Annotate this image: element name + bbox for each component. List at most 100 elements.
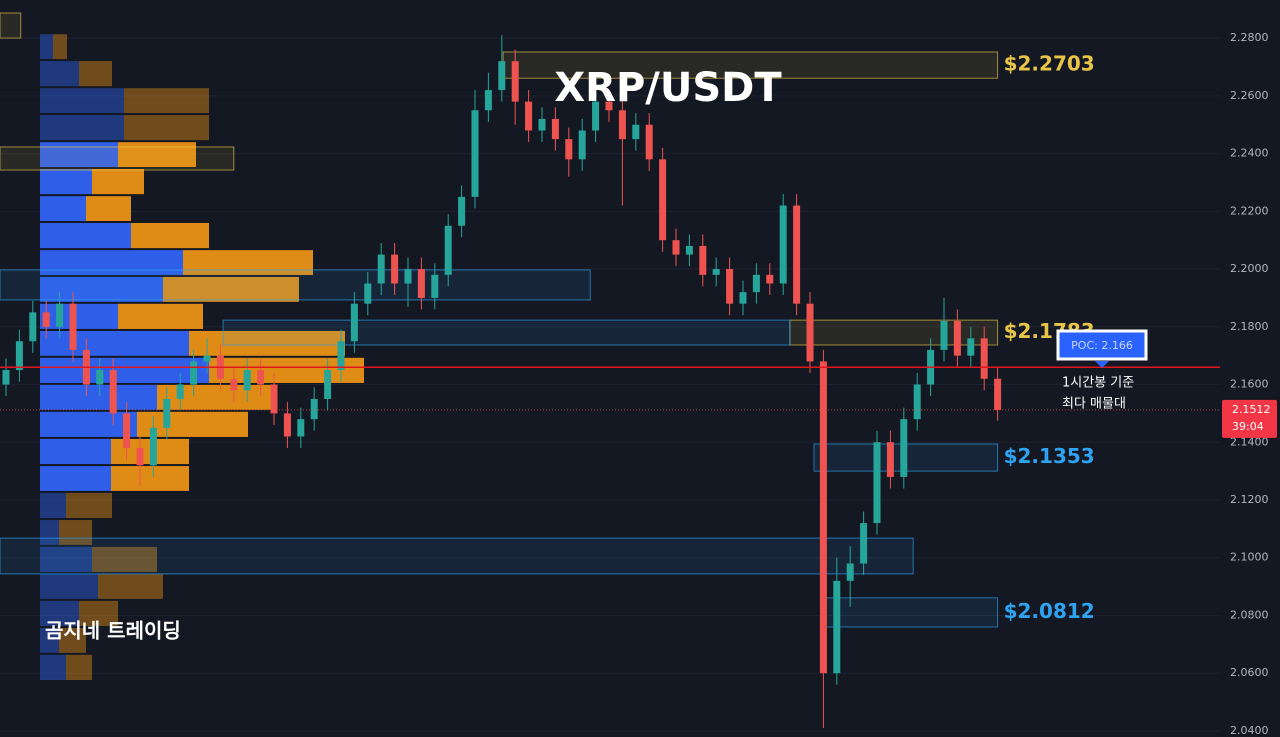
- candle-body: [444, 225, 452, 275]
- candle-body: [230, 378, 238, 391]
- profile-buy: [40, 546, 92, 573]
- profile-sell: [183, 250, 313, 275]
- y-tick-label: 2.0600: [1230, 666, 1269, 679]
- candle-body: [873, 442, 881, 524]
- candle-body: [659, 159, 667, 241]
- profile-sell: [86, 196, 131, 221]
- chart-title: XRP/USDT: [554, 65, 782, 111]
- profile-sell: [111, 466, 189, 491]
- profile-sell: [118, 303, 203, 329]
- profile-sell: [98, 574, 163, 599]
- candle-body: [632, 124, 640, 140]
- profile-buy: [40, 61, 79, 87]
- candle-body: [752, 274, 760, 293]
- poc-note: 최다 매물대: [1062, 397, 1126, 412]
- candle-body: [176, 384, 184, 399]
- candle-body: [712, 269, 720, 275]
- candle-body: [2, 370, 10, 385]
- zone: [0, 537, 914, 575]
- y-tick-label: 2.0800: [1230, 608, 1269, 621]
- candle-body: [578, 130, 586, 160]
- candle-body: [136, 448, 144, 466]
- poc-label-box: [1056, 329, 1148, 361]
- profile-sell: [79, 61, 112, 87]
- candle-body: [860, 523, 868, 564]
- y-tick-label: 2.2400: [1230, 147, 1269, 160]
- candle-body: [337, 341, 345, 371]
- zone: [789, 319, 999, 346]
- candle-body: [913, 384, 921, 420]
- profile-sell: [92, 169, 144, 195]
- y-tick-label: 2.2600: [1230, 89, 1269, 102]
- profile-buy: [40, 628, 59, 653]
- poc-label: POC: 2.166: [1071, 339, 1133, 352]
- candle-body: [833, 580, 841, 674]
- profile-sell: [163, 276, 299, 302]
- candle-body: [779, 205, 787, 284]
- candle-body: [739, 292, 747, 304]
- candle-body: [163, 398, 171, 428]
- profile-sell: [59, 520, 92, 545]
- candle-body: [190, 361, 198, 385]
- candle-body: [819, 361, 827, 674]
- candle-body: [886, 442, 894, 477]
- candle-body: [417, 269, 425, 298]
- profile-buy: [40, 88, 124, 114]
- profile-buy: [40, 574, 98, 599]
- candle-body: [283, 413, 291, 437]
- profile-buy: [40, 115, 124, 141]
- candle-body: [29, 312, 37, 342]
- candle-body: [980, 338, 988, 379]
- candle-body: [431, 274, 439, 298]
- candle-body: [123, 413, 131, 449]
- countdown: 39:04: [1232, 420, 1264, 433]
- zone-label: $2.2703: [1004, 52, 1095, 76]
- profile-buy: [40, 466, 111, 491]
- candle-body: [324, 370, 332, 399]
- y-tick-label: 2.1600: [1230, 378, 1269, 391]
- zone: [824, 597, 999, 628]
- profile-sell: [66, 492, 112, 519]
- candle-body: [538, 118, 546, 131]
- profile-sell: [66, 654, 92, 680]
- candle-body: [203, 355, 211, 362]
- profile-buy: [40, 142, 118, 168]
- profile-sell: [124, 88, 209, 114]
- candle-body: [525, 101, 533, 131]
- poc-note: 1시간봉 기준: [1062, 376, 1134, 391]
- candle-body: [994, 378, 1002, 410]
- candle-body: [56, 303, 64, 327]
- y-tick-label: 2.1800: [1230, 320, 1269, 333]
- candle-body: [511, 61, 519, 102]
- candle-body: [565, 139, 573, 160]
- profile-buy: [40, 303, 118, 329]
- candle-body: [726, 269, 734, 304]
- last-price-tag: [1222, 399, 1277, 438]
- candle-body: [257, 370, 265, 385]
- last-price-label: 2.1512: [1232, 403, 1271, 416]
- zone: [222, 319, 791, 346]
- candle-body: [967, 338, 975, 356]
- candle-body: [672, 240, 680, 255]
- profile-buy: [40, 600, 79, 627]
- profile-buy: [40, 654, 66, 680]
- profile-sell: [157, 384, 274, 410]
- y-tick-label: 2.0400: [1230, 724, 1269, 737]
- y-tick-label: 2.2200: [1230, 204, 1269, 217]
- profile-sell: [124, 115, 209, 141]
- candle-body: [377, 254, 385, 284]
- candle-body: [15, 341, 23, 371]
- profile-sell: [118, 142, 196, 168]
- candle-body: [484, 90, 492, 111]
- candle-body: [471, 110, 479, 197]
- profile-buy: [40, 169, 92, 195]
- candle-body: [270, 384, 278, 414]
- profile-buy: [40, 196, 86, 221]
- candle-body: [618, 110, 626, 140]
- candle-body: [458, 196, 466, 226]
- profile-sell: [79, 600, 118, 627]
- candle-body: [953, 321, 961, 356]
- profile-sell: [53, 34, 67, 60]
